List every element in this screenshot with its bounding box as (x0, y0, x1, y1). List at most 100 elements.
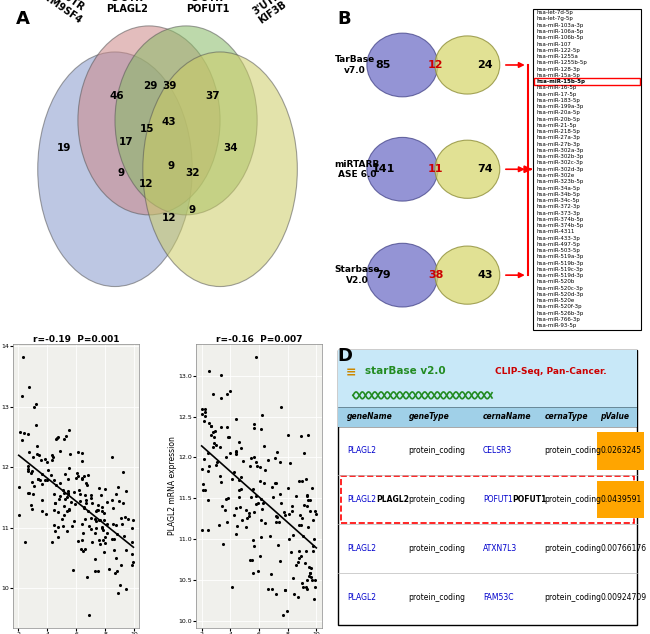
Point (222, 493, 233, 503)
Point (79, 489, 90, 500)
Point (96, 502, 107, 512)
Text: hsa-let-7g-5p: hsa-let-7g-5p (537, 16, 574, 22)
Point (255, 550, 265, 560)
Point (27, 489, 38, 499)
Text: hsa-miR-372-3p: hsa-miR-372-3p (537, 204, 580, 209)
Point (33, 474, 44, 484)
Point (204, 418, 214, 428)
Point (301, 582, 311, 592)
Point (58, 510, 69, 521)
Point (265, 569, 276, 579)
Point (57, 514, 68, 524)
Point (248, 535, 258, 545)
Text: hsa-miR-218-5p: hsa-miR-218-5p (537, 129, 580, 134)
Text: hsa-miR-373-3p: hsa-miR-373-3p (537, 210, 580, 216)
Point (58, 434, 69, 444)
Point (274, 489, 285, 500)
Text: 37: 37 (205, 91, 220, 101)
Point (200, 411, 210, 422)
Point (58, 521, 68, 531)
Point (95, 538, 105, 548)
Point (234, 437, 244, 447)
Text: protein_coding: protein_coding (409, 544, 465, 553)
Point (28, 452, 38, 462)
Point (233, 491, 244, 501)
Text: hsa-miR-519c-3p: hsa-miR-519c-3p (537, 267, 584, 272)
Point (298, 531, 308, 541)
Text: POFUT1: POFUT1 (512, 495, 547, 504)
Point (251, 498, 261, 508)
Point (291, 491, 302, 501)
Point (227, 474, 237, 484)
Point (209, 437, 219, 448)
Point (93, 566, 103, 576)
Point (42, 476, 52, 486)
Point (23, 463, 33, 474)
Point (249, 507, 259, 517)
Title: r=-0.16  P=0.007: r=-0.16 P=0.007 (216, 335, 302, 344)
Point (263, 455, 273, 465)
Text: 0.0439591: 0.0439591 (600, 495, 642, 504)
Point (37, 479, 47, 489)
Text: starBase v2.0: starBase v2.0 (365, 366, 446, 376)
Text: 141: 141 (371, 164, 395, 174)
Point (209, 426, 220, 436)
Point (59, 501, 70, 511)
Point (259, 479, 269, 489)
Point (306, 575, 317, 585)
Point (99, 547, 109, 557)
Point (55, 478, 65, 488)
Point (301, 474, 311, 484)
Point (37, 469, 47, 479)
Point (252, 566, 263, 576)
Point (65, 449, 75, 459)
Point (85, 513, 96, 523)
Point (63, 486, 73, 496)
Point (263, 583, 273, 593)
Point (128, 557, 138, 567)
Point (270, 478, 280, 488)
Point (127, 550, 137, 560)
Point (243, 511, 254, 521)
Text: geneName: geneName (347, 412, 393, 421)
Point (49, 474, 59, 484)
Point (101, 519, 112, 529)
Point (248, 424, 259, 434)
Text: TarBase
v7.0: TarBase v7.0 (335, 55, 374, 75)
Point (90, 514, 101, 524)
Point (200, 407, 211, 417)
Point (59, 469, 70, 479)
Point (256, 494, 266, 504)
Point (41, 508, 51, 519)
Text: 43: 43 (162, 117, 176, 127)
Point (19, 428, 29, 438)
Point (27, 504, 37, 514)
Point (255, 532, 266, 542)
Point (231, 449, 241, 459)
Text: Starbase
V2.0: Starbase V2.0 (335, 266, 380, 285)
Point (252, 491, 262, 501)
Point (68, 521, 78, 531)
Point (270, 510, 281, 521)
Point (242, 513, 252, 523)
Text: hsa-miR-17-5p: hsa-miR-17-5p (537, 92, 577, 96)
Text: PLAGL2: PLAGL2 (347, 544, 376, 553)
Point (216, 477, 226, 488)
Point (197, 463, 207, 474)
Point (116, 560, 126, 570)
Text: hsa-miR-520c-3p: hsa-miR-520c-3p (537, 286, 584, 291)
Text: 0.00766176: 0.00766176 (600, 544, 646, 553)
Point (73, 447, 83, 457)
Point (199, 415, 209, 425)
Point (283, 430, 293, 440)
Point (308, 546, 318, 556)
Point (34, 450, 44, 460)
Point (293, 592, 304, 602)
Point (236, 472, 246, 482)
Text: ≡: ≡ (346, 366, 357, 379)
Point (221, 494, 231, 504)
Point (206, 421, 216, 431)
Point (99, 515, 109, 525)
Point (216, 370, 227, 380)
Y-axis label: PLAGL2 mRNA expression: PLAGL2 mRNA expression (168, 437, 177, 536)
